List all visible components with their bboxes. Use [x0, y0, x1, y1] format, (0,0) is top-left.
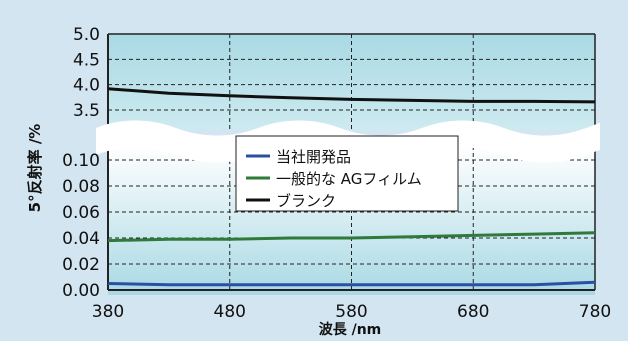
series-line-1 [107, 280, 596, 287]
x-axis-title: 波長 /nm [319, 321, 382, 338]
tick-labels: 3.5 4.0 4.5 5.0 0.00 0.02 0.04 0.06 0.08 0.10 380 4… [62, 25, 611, 322]
series-line-3 [107, 87, 596, 104]
x-tick-label: 380 [92, 302, 124, 322]
legend-box [235, 135, 459, 212]
y-axis-title: 5°反射率 /% [26, 124, 44, 213]
y-tick-label-upper: 4.0 [73, 76, 100, 96]
y-tick-label-lower: 0.10 [62, 151, 100, 171]
y-tick-label-lower: 0.06 [62, 203, 100, 223]
y-tick-label-upper: 3.5 [73, 101, 100, 121]
y-tick-label-upper: 4.5 [73, 50, 100, 70]
y-tick-label-lower: 0.04 [62, 229, 100, 249]
series-layer [107, 87, 596, 287]
y-tick-label-lower: 0.02 [62, 255, 100, 275]
legend-label-2: 一般的な AGフィルム [276, 170, 422, 188]
axes [107, 33, 596, 291]
y-tick-label-lower: 0.00 [62, 281, 100, 301]
legend-label-3: ブランク [276, 192, 336, 210]
x-tick-label: 580 [335, 302, 367, 322]
series-line-2 [107, 231, 596, 243]
legend-label-1: 当社開発品 [276, 148, 351, 166]
y-tick-label-lower: 0.08 [62, 177, 100, 197]
y-tick-label-upper: 5.0 [73, 25, 100, 45]
x-tick-label: 480 [214, 302, 246, 322]
x-tick-label: 780 [579, 302, 611, 322]
x-tick-label: 680 [457, 302, 489, 322]
